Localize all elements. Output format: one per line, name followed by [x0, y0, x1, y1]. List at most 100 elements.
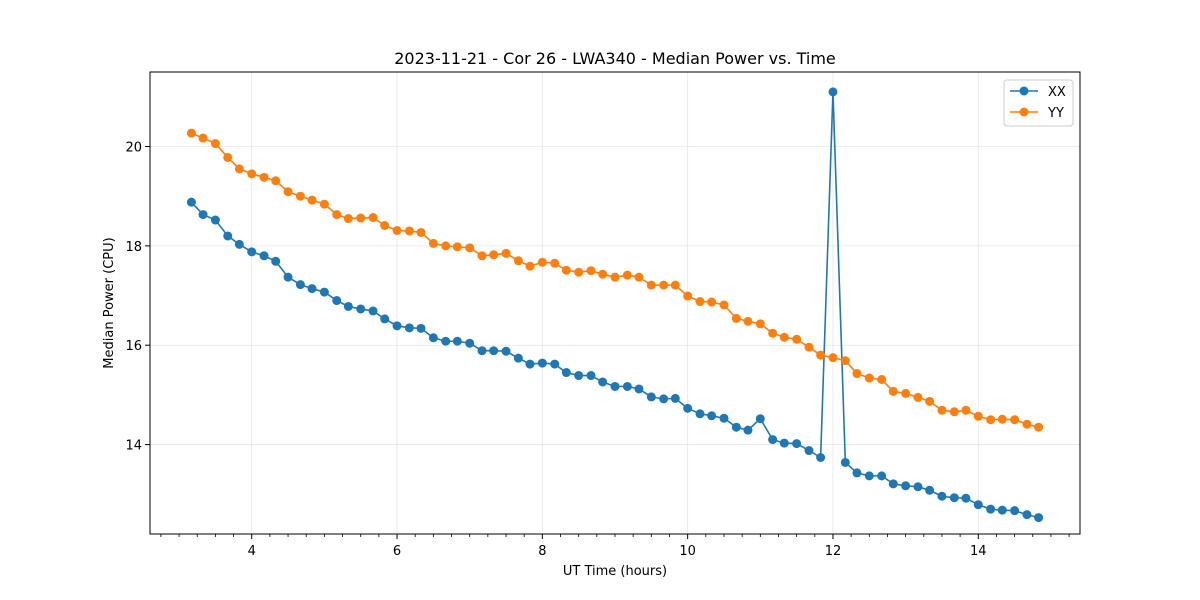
grid-layer [150, 72, 1080, 534]
data-point-xx [877, 471, 887, 481]
data-point-yy [949, 407, 959, 417]
data-point-yy [501, 248, 511, 258]
data-point-yy [695, 297, 705, 307]
legend-items: XX YY [1010, 85, 1066, 121]
data-point-xx [368, 306, 378, 316]
data-point-yy [307, 195, 317, 205]
data-point-yy [561, 265, 571, 275]
data-point-xx [452, 336, 462, 346]
data-point-xx [210, 215, 220, 225]
data-point-xx [973, 500, 983, 510]
data-point-xx [404, 323, 414, 333]
data-point-xx [477, 346, 487, 356]
data-point-yy [319, 199, 329, 209]
data-point-xx [852, 468, 862, 478]
data-point-yy [513, 256, 523, 266]
data-point-yy [295, 191, 305, 201]
y-tick-label: 18 [125, 240, 142, 255]
data-point-xx [888, 479, 898, 489]
series-xx [186, 87, 1044, 523]
data-point-xx [816, 453, 826, 462]
data-point-yy [683, 291, 693, 301]
data-point-yy [1034, 422, 1044, 432]
data-point-yy [223, 152, 233, 162]
data-point-xx [332, 296, 342, 306]
data-point-xx [537, 358, 547, 368]
data-point-yy [404, 226, 414, 236]
y-tick-label: 14 [125, 439, 142, 454]
data-point-xx [634, 384, 644, 394]
data-point-yy [210, 139, 220, 149]
data-point-xx [683, 403, 693, 413]
data-point-xx [804, 446, 814, 456]
data-point-yy [525, 261, 535, 271]
data-point-xx [1022, 510, 1032, 520]
data-point-xx [659, 394, 669, 404]
data-point-xx [356, 304, 366, 314]
data-point-xx [646, 392, 656, 402]
data-point-yy [670, 280, 680, 290]
data-point-yy [840, 356, 850, 366]
data-point-yy [586, 266, 596, 276]
data-point-yy [852, 369, 862, 379]
data-point-xx [561, 368, 571, 378]
data-point-xx [913, 482, 923, 492]
data-point-xx [441, 336, 451, 346]
data-point-yy [864, 373, 874, 383]
data-point-yy [537, 257, 547, 267]
data-point-xx [271, 256, 281, 266]
data-point-yy [792, 334, 802, 344]
y-tick-label: 20 [125, 141, 142, 156]
data-point-xx [343, 301, 353, 311]
data-point-xx [416, 323, 426, 333]
data-point-yy [901, 388, 911, 398]
data-point-yy [888, 386, 898, 396]
data-point-yy [634, 272, 644, 282]
data-point-yy [646, 280, 656, 290]
data-point-yy [804, 342, 814, 352]
data-point-yy [913, 392, 923, 402]
data-point-yy [380, 221, 390, 230]
data-point-yy [997, 414, 1007, 424]
data-point-yy [743, 316, 753, 326]
x-tick-label: 4 [248, 544, 256, 559]
data-point-xx [755, 414, 765, 424]
data-point-xx [186, 197, 196, 207]
data-point-yy [768, 328, 778, 338]
x-tick-label: 10 [679, 544, 696, 559]
x-axis: 4 6 8 10 12 14 [160, 534, 1070, 559]
legend-label: XX [1048, 85, 1066, 100]
data-point-xx [937, 491, 947, 501]
data-point-yy [477, 251, 487, 261]
data-point-yy [659, 280, 669, 290]
data-point-xx [622, 381, 632, 391]
data-point-xx [792, 439, 802, 449]
data-point-xx [986, 504, 996, 514]
data-point-xx [392, 321, 402, 331]
y-axis-label: Median Power (CPU) [102, 237, 117, 368]
data-point-yy [925, 396, 935, 406]
data-point-yy [1010, 415, 1020, 425]
data-point-xx [234, 239, 244, 249]
data-point-xx [198, 210, 208, 220]
series-yy [186, 128, 1044, 432]
data-point-yy [441, 241, 451, 251]
data-point-xx [598, 377, 608, 387]
data-point-xx [695, 409, 705, 419]
y-axis: 14 16 18 20 [125, 141, 150, 454]
data-point-xx [864, 471, 874, 481]
data-point-yy [986, 415, 996, 425]
data-point-xx [779, 438, 789, 448]
data-point-xx [307, 284, 317, 294]
data-point-yy [186, 128, 196, 138]
data-point-xx [670, 393, 680, 403]
data-point-xx [513, 353, 523, 363]
data-point-yy [428, 238, 438, 248]
data-point-xx [743, 425, 753, 435]
data-point-yy [465, 243, 475, 253]
series-layer [186, 87, 1044, 523]
data-point-yy [877, 375, 887, 384]
data-point-xx [997, 505, 1007, 515]
